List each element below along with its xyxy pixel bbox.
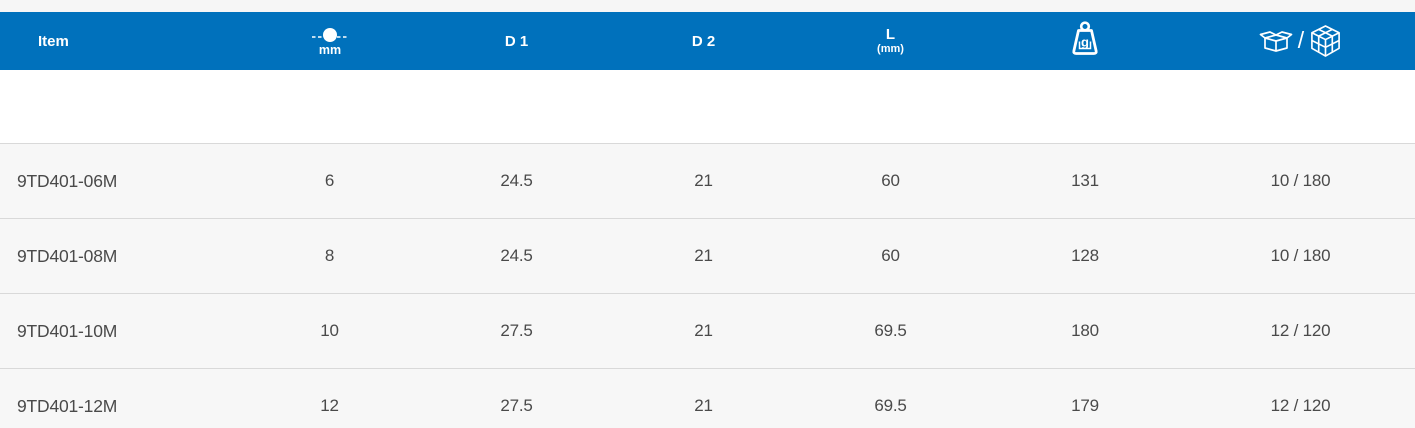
table-header-row: Item mm D 1 D 2 L (mm) g	[0, 12, 1415, 70]
length-label: L	[885, 26, 896, 44]
column-header-weight: g	[984, 20, 1186, 62]
packing-value: 10 / 180	[1270, 246, 1331, 265]
item-code: 9TD401-08M	[17, 245, 118, 266]
length-value: 60	[881, 246, 900, 265]
packaging-separator: /	[1297, 26, 1305, 53]
diameter-mm-icon: mm	[311, 28, 348, 57]
weight-value: 131	[1071, 171, 1099, 190]
d2-value: 21	[694, 321, 713, 340]
d2-value: 21	[694, 246, 713, 265]
column-header-d2: D 2	[691, 32, 716, 50]
length-value: 60	[881, 171, 900, 190]
d1-value: 27.5	[500, 321, 533, 340]
d1-value: 24.5	[500, 171, 533, 190]
weight-value: 179	[1071, 396, 1099, 415]
weight-value: 180	[1071, 321, 1099, 340]
column-header-packaging: /	[1186, 24, 1415, 59]
weight-grams-icon: g	[1072, 21, 1098, 55]
table-row: 9TD401-10M 10 27.5 21 69.5 180 12 / 120	[0, 293, 1415, 368]
table-row: 9TD401-08M 8 24.5 21 60 128 10 / 180	[0, 218, 1415, 293]
d1-value: 27.5	[500, 396, 533, 415]
size-mm-value: 12	[320, 396, 339, 415]
size-mm-value: 10	[320, 321, 339, 340]
item-code: 9TD401-10M	[17, 320, 118, 341]
page-top-strip	[0, 0, 1415, 12]
table-row: 9TD401-06M 6 24.5 21 60 131 10 / 180	[0, 143, 1415, 218]
item-code: 9TD401-12M	[17, 395, 118, 416]
d2-value: 21	[694, 171, 713, 190]
d1-value: 24.5	[500, 246, 533, 265]
length-unit-label: (mm)	[877, 43, 904, 56]
table-row: 9TD401-12M 12 27.5 21 69.5 179 12 / 120	[0, 368, 1415, 428]
column-header-size: mm	[236, 25, 423, 57]
size-mm-value: 8	[324, 246, 335, 265]
inner-box-icon	[1259, 31, 1293, 52]
packing-value: 12 / 120	[1270, 321, 1331, 340]
length-value: 69.5	[874, 396, 907, 415]
svg-text:mm: mm	[318, 43, 340, 57]
column-header-item: Item	[38, 32, 69, 50]
carton-box-icon	[1311, 24, 1341, 57]
column-header-length: L (mm)	[797, 26, 984, 56]
item-code: 9TD401-06M	[17, 170, 118, 191]
size-mm-value: 6	[324, 171, 335, 190]
column-header-d1: D 1	[504, 32, 529, 50]
length-value: 69.5	[874, 321, 907, 340]
header-spacer-band	[0, 70, 1415, 143]
packing-value: 12 / 120	[1270, 396, 1331, 415]
weight-value: 128	[1071, 246, 1099, 265]
svg-text:g: g	[1081, 35, 1089, 50]
d2-value: 21	[694, 396, 713, 415]
packing-value: 10 / 180	[1270, 171, 1331, 190]
